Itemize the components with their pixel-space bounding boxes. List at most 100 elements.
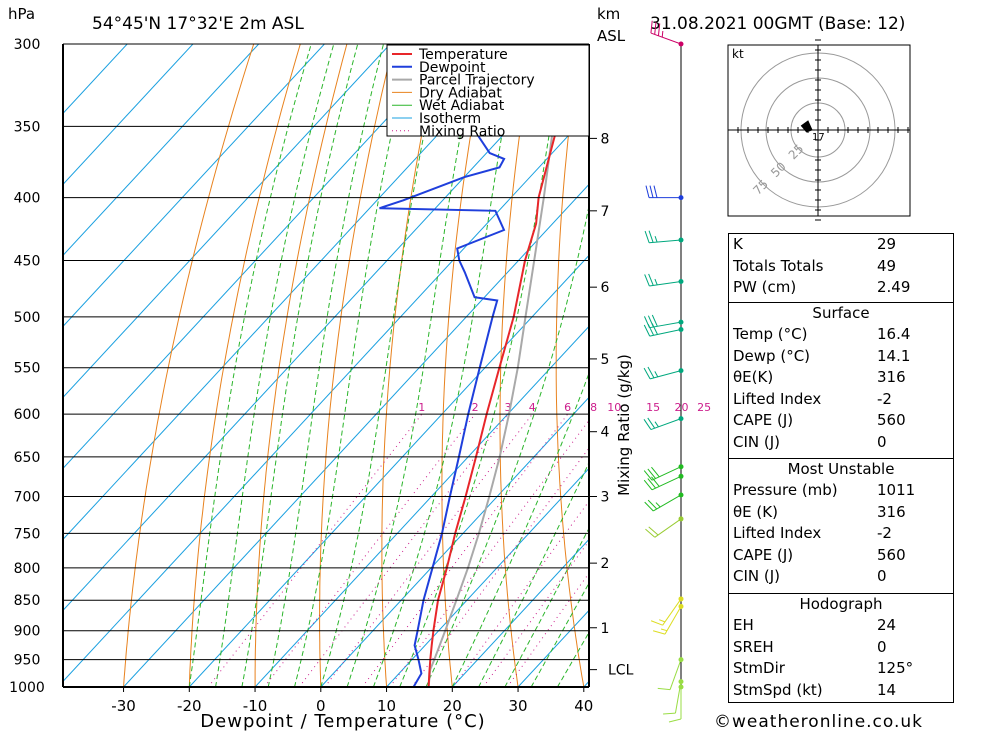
pw-label: PW (cm)	[733, 278, 797, 296]
wind-barb-flag	[651, 466, 660, 478]
temperature-line	[427, 44, 577, 687]
parcel-trajectory-line	[427, 44, 569, 687]
mu-theta-value: 316	[877, 502, 906, 521]
mixing-ratio-line	[361, 413, 568, 687]
totals-totals-label: Totals Totals	[733, 256, 824, 275]
axes: 3003504004505005506006507007508008509009…	[9, 37, 633, 715]
dry-adiabat-line	[123, 44, 255, 687]
surface-li-value: -2	[877, 389, 892, 408]
hodograph-trace	[800, 120, 813, 133]
mu-cape-value: 560	[877, 545, 906, 564]
weatheronline-credit: ©weatheronline.co.uk	[714, 712, 923, 732]
stmspd-label: StmSpd (kt)	[733, 680, 823, 699]
wind-barb-shaft	[654, 518, 682, 538]
profile-series	[379, 44, 577, 687]
pressure-tick-label: 750	[14, 526, 41, 542]
mu-cin-value: 0	[877, 567, 887, 585]
x-axis-label: Dewpoint / Temperature (°C)	[200, 711, 485, 732]
sreh-label: SREH	[733, 637, 774, 656]
wind-barb-flag	[647, 499, 658, 510]
indices-table: K 29 Totals Totals 49 PW (cm) 2.49	[728, 233, 954, 303]
height-unit-asl: ASL	[597, 27, 626, 45]
surface-cape-row: CAPE (J) 560	[729, 410, 953, 432]
totals-totals-row: Totals Totals 49	[729, 256, 953, 278]
temperature-tick-label: 30	[509, 697, 528, 715]
wind-barb-flag	[652, 630, 666, 635]
wind-barb-shaft	[650, 32, 682, 45]
wind-barb-flag	[668, 718, 682, 723]
wind-barb-shaft	[651, 466, 682, 481]
mixing-ratio-line	[389, 419, 589, 687]
pressure-tick-label: 650	[14, 450, 41, 466]
legend-entry: Mixing Ratio	[419, 124, 505, 140]
dry-adiabat-line	[188, 44, 301, 687]
isotherm-line	[123, 183, 589, 687]
k-index-row: K 29	[729, 234, 953, 256]
surface-li-row: Lifted Index -2	[729, 389, 953, 411]
wind-barb-flag	[644, 501, 654, 512]
storm-motion-marker: 17	[812, 132, 825, 143]
surface-cin-row: CIN (J) 0	[729, 432, 953, 454]
wind-barb	[643, 314, 684, 329]
mixing-ratio-axis-label: Mixing Ratio (g/kg)	[615, 354, 633, 496]
surface-theta-label: θE(K)	[733, 368, 774, 386]
wind-barb-halfflag	[655, 502, 661, 508]
pressure-tick-label: 800	[14, 561, 41, 577]
temperature-tick-label: -20	[177, 697, 202, 715]
wind-barb-flag	[647, 468, 657, 479]
mixing-ratio-line	[452, 500, 589, 687]
wind-barb	[645, 516, 684, 538]
wind-barb-shaft	[669, 659, 682, 690]
isotherm-line	[63, 44, 457, 470]
wind-barb-shaft	[651, 475, 682, 491]
mixing-ratio-labels: 12346810152025	[418, 401, 711, 414]
wind-barb-flag	[651, 476, 660, 487]
surface-cin-label: CIN (J)	[733, 432, 781, 451]
mixing-ratio-line	[324, 413, 533, 687]
isotherm-line	[63, 44, 391, 399]
legend-entry: Parcel Trajectory	[419, 73, 535, 89]
wind-barb-shaft	[649, 280, 682, 287]
mixing-ratio-label: 4	[529, 401, 536, 414]
isotherm-line	[451, 538, 589, 687]
pressure-tick-label: 400	[14, 191, 41, 207]
wind-barb-flag	[647, 323, 655, 336]
wind-barb-flag	[644, 274, 650, 287]
temperature-tick-label: 0	[316, 697, 326, 715]
date-title: 31.08.2021 00GMT (Base: 12)	[650, 14, 905, 34]
height-tick-label: 4	[601, 425, 610, 441]
mixing-ratio-label: 10	[607, 401, 621, 414]
wind-barb	[644, 230, 684, 244]
height-tick-label: 7	[601, 204, 610, 220]
wind-barb-halfflag	[654, 278, 658, 286]
wind-barb-flag	[645, 185, 650, 198]
surface-title: Surface	[812, 304, 870, 322]
temperature-tick-label: 40	[574, 697, 593, 715]
mu-cape-label: CAPE (J)	[733, 545, 794, 564]
mixing-ratio-line	[482, 540, 589, 687]
wind-barb-flag	[647, 417, 656, 429]
wind-barb	[652, 603, 684, 635]
wind-barb-flag	[653, 185, 658, 198]
height-tick-label: 2	[601, 556, 610, 572]
stmspd-value: 14	[877, 680, 897, 699]
legend-entry: Dewpoint	[419, 60, 486, 76]
wind-barb-halfflag	[654, 371, 659, 378]
wind-barb	[650, 596, 684, 626]
wind-barb-flag	[644, 230, 650, 243]
dry-adiabat-line	[319, 44, 395, 687]
surface-table: Surface Temp (°C) 16.4 Dewp (°C) 14.1 θE(K…	[728, 302, 954, 459]
wet-adiabat-line	[320, 44, 444, 687]
wind-barb-shaft	[649, 328, 682, 337]
legend-entry: Isotherm	[419, 111, 481, 127]
mixing-ratio-line	[264, 413, 476, 687]
wind-barb-halfflag	[658, 619, 666, 623]
k-index-value: 29	[877, 235, 897, 253]
hodograph-table: Hodograph EH 24 SREH 0 StmDir 125° StmSpd (…	[728, 593, 954, 703]
wet-adiabat-line	[346, 44, 479, 687]
wind-barb-flag	[643, 419, 652, 430]
